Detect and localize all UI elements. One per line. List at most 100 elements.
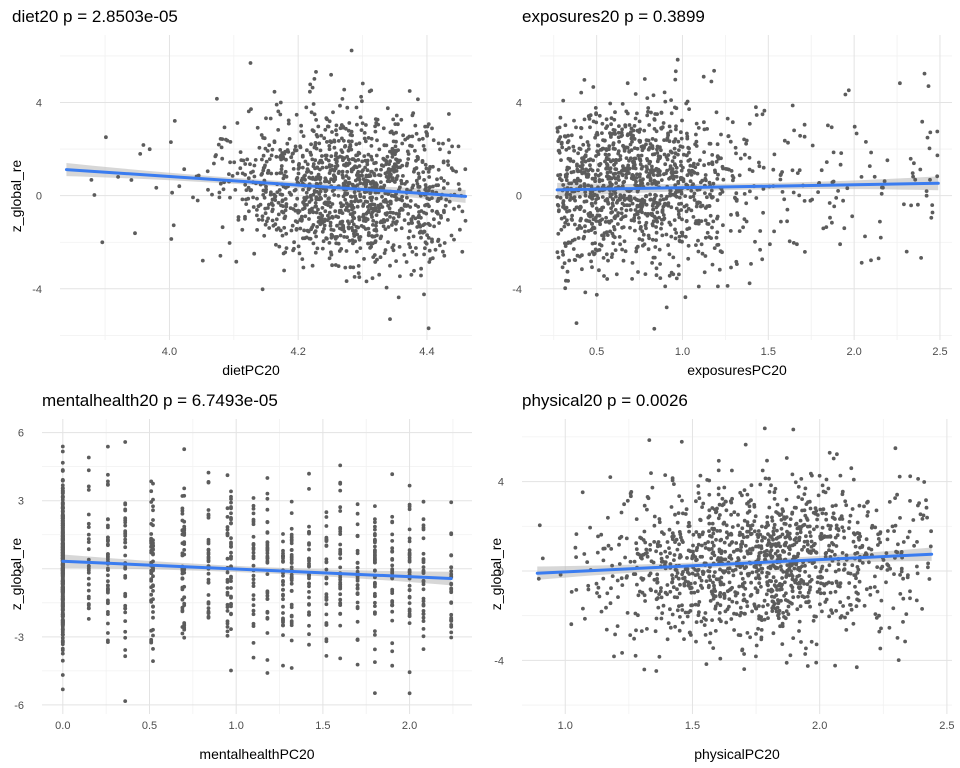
data-point bbox=[428, 223, 432, 228]
data-point bbox=[926, 561, 930, 566]
data-point bbox=[60, 502, 65, 507]
data-point bbox=[652, 118, 657, 122]
data-point bbox=[414, 252, 419, 257]
data-point bbox=[654, 193, 658, 198]
data-point bbox=[686, 256, 691, 261]
data-point bbox=[269, 201, 274, 206]
data-point bbox=[60, 562, 65, 566]
data-point bbox=[580, 253, 584, 258]
data-point bbox=[286, 118, 291, 123]
data-point bbox=[247, 209, 251, 214]
data-point bbox=[357, 151, 362, 156]
data-point bbox=[696, 542, 701, 547]
data-point bbox=[771, 575, 776, 580]
data-point bbox=[307, 610, 311, 615]
data-point bbox=[86, 468, 91, 473]
data-point bbox=[710, 262, 715, 267]
data-point bbox=[257, 145, 262, 150]
data-point bbox=[439, 176, 444, 181]
data-point bbox=[812, 614, 817, 619]
data-point bbox=[618, 197, 622, 202]
data-point bbox=[718, 513, 722, 517]
data-point bbox=[214, 153, 218, 157]
data-point bbox=[388, 317, 392, 321]
data-point bbox=[562, 215, 567, 220]
data-point bbox=[928, 544, 933, 549]
data-point bbox=[378, 220, 383, 225]
data-point bbox=[406, 235, 411, 240]
data-point bbox=[740, 648, 744, 653]
data-point bbox=[916, 477, 920, 481]
data-point bbox=[797, 619, 802, 624]
data-point bbox=[151, 497, 155, 502]
data-point bbox=[605, 233, 610, 238]
data-point bbox=[225, 525, 230, 529]
data-point bbox=[60, 611, 65, 616]
data-point bbox=[331, 228, 336, 233]
data-point bbox=[594, 112, 598, 117]
data-point bbox=[729, 169, 734, 173]
data-point bbox=[307, 590, 311, 594]
data-point bbox=[658, 198, 663, 203]
data-point bbox=[251, 621, 256, 626]
data-point bbox=[642, 146, 646, 150]
data-point bbox=[384, 285, 389, 290]
data-point bbox=[423, 203, 427, 208]
data-point bbox=[396, 122, 400, 127]
data-point bbox=[244, 188, 249, 193]
data-point bbox=[627, 203, 632, 208]
data-point bbox=[597, 248, 602, 252]
data-point bbox=[351, 157, 356, 162]
data-point bbox=[611, 197, 616, 202]
data-point bbox=[421, 170, 426, 175]
data-point bbox=[300, 165, 305, 170]
data-point bbox=[645, 113, 650, 118]
data-point bbox=[790, 589, 795, 593]
data-point bbox=[847, 581, 852, 585]
data-point bbox=[702, 127, 707, 132]
data-point bbox=[86, 521, 91, 526]
data-point bbox=[251, 543, 256, 547]
data-point bbox=[859, 260, 864, 265]
data-point bbox=[343, 208, 348, 212]
data-point bbox=[123, 593, 128, 598]
data-point bbox=[180, 518, 185, 523]
data-point bbox=[654, 589, 658, 594]
data-point bbox=[442, 210, 446, 215]
data-point bbox=[661, 204, 666, 209]
data-point bbox=[269, 171, 274, 176]
data-point bbox=[289, 511, 294, 515]
data-point bbox=[360, 121, 365, 126]
data-point bbox=[568, 198, 572, 202]
data-point bbox=[616, 595, 620, 599]
data-point bbox=[411, 234, 416, 239]
data-point bbox=[272, 89, 277, 94]
data-point bbox=[830, 180, 835, 185]
data-point bbox=[291, 159, 295, 164]
data-point bbox=[281, 611, 285, 615]
data-point bbox=[240, 197, 245, 202]
data-point bbox=[327, 256, 332, 261]
data-point bbox=[361, 177, 366, 182]
data-point bbox=[612, 117, 617, 122]
data-point bbox=[307, 487, 311, 491]
data-point bbox=[802, 134, 807, 139]
data-point bbox=[578, 218, 583, 223]
data-point bbox=[593, 179, 597, 184]
data-point bbox=[715, 177, 720, 181]
data-point bbox=[362, 195, 366, 200]
data-point bbox=[809, 639, 814, 644]
data-point bbox=[752, 529, 757, 534]
data-point bbox=[770, 542, 775, 547]
data-point bbox=[846, 595, 851, 600]
data-point bbox=[601, 576, 606, 581]
data-point bbox=[603, 198, 608, 203]
data-point bbox=[642, 529, 647, 534]
data-point bbox=[651, 207, 656, 212]
data-point bbox=[206, 550, 211, 555]
data-point bbox=[281, 597, 285, 602]
data-point bbox=[431, 138, 436, 143]
data-point bbox=[589, 184, 594, 189]
data-point bbox=[206, 571, 211, 576]
data-point bbox=[606, 258, 610, 263]
